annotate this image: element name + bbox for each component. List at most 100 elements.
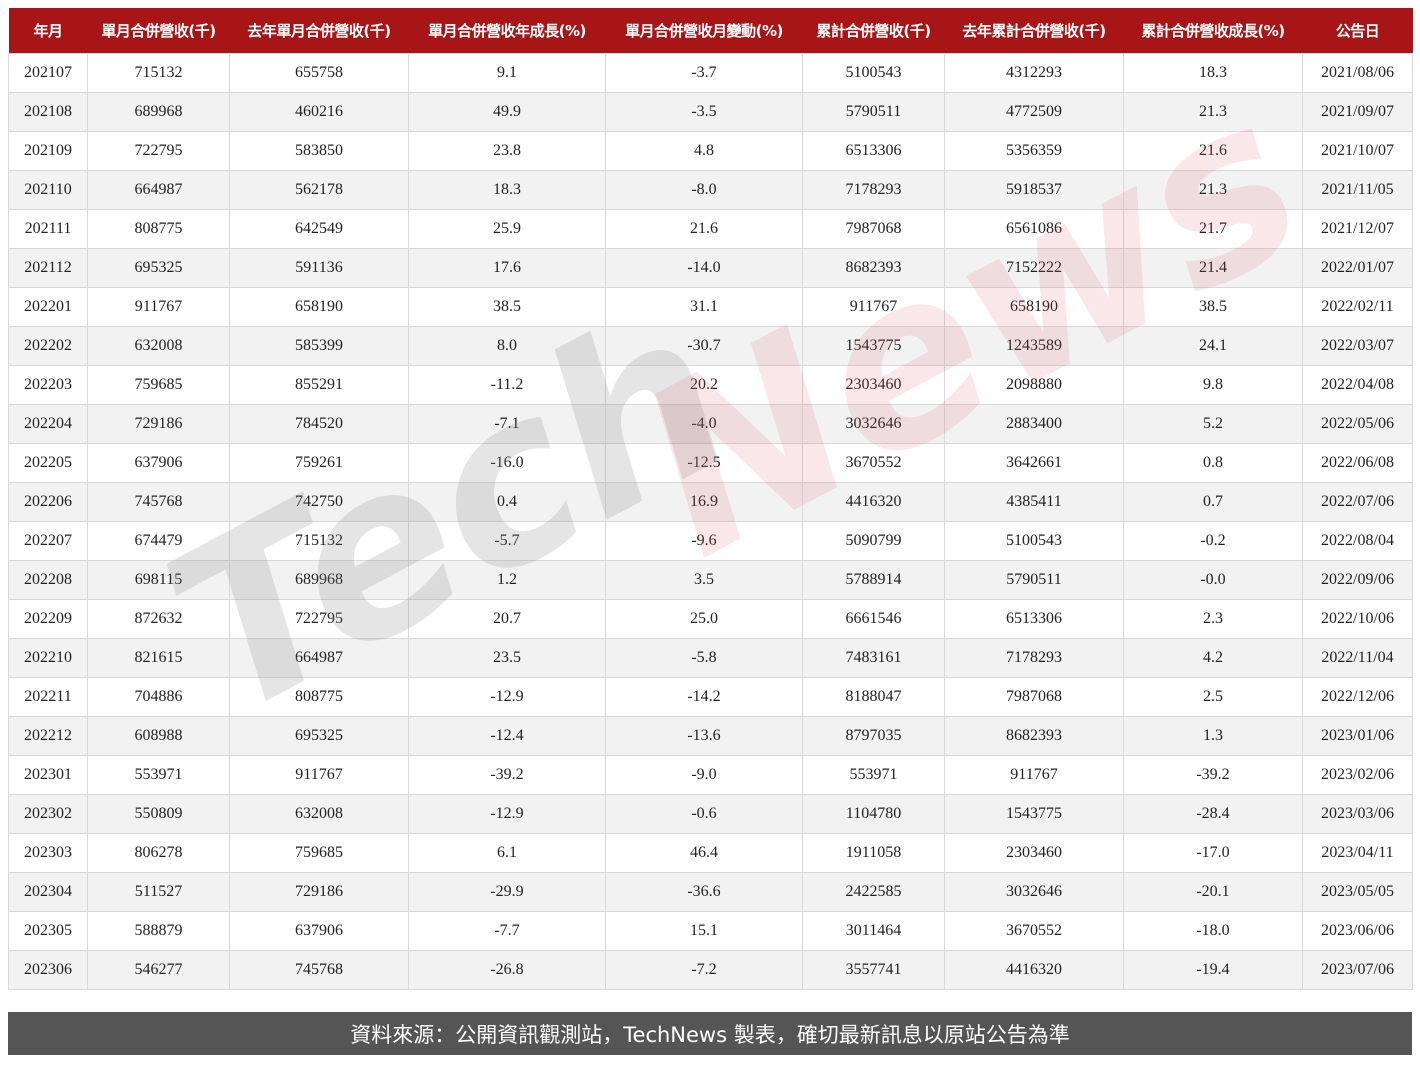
table-cell: 2022/07/06 [1302, 482, 1413, 522]
table-cell: 202111 [8, 209, 88, 249]
table-row: 202202 632008 585399 8.0 -30.7 1543775 1243589… [8, 326, 1413, 366]
table-cell: 722795 [87, 131, 230, 171]
table-cell: 2022/12/06 [1302, 677, 1413, 717]
table-cell: 632008 [229, 794, 409, 834]
table-cell: 21.4 [1123, 248, 1303, 288]
table-cell: 632008 [87, 326, 230, 366]
table-cell: 202108 [8, 92, 88, 132]
table-cell: 2023/01/06 [1302, 716, 1413, 756]
table-cell: 9.1 [408, 53, 606, 93]
table-cell: 15.1 [605, 911, 803, 951]
table-cell: -8.0 [605, 170, 803, 210]
table-cell: 658190 [944, 287, 1124, 327]
table-cell: 695325 [229, 716, 409, 756]
table-cell: 3642661 [944, 443, 1124, 483]
table-cell: 6.1 [408, 833, 606, 873]
table-row: 202303 806278 759685 6.1 46.4 1911058 2303460-… [8, 833, 1413, 873]
table-cell: -0.0 [1123, 560, 1303, 600]
table-cell: 784520 [229, 404, 409, 444]
table-cell: 698115 [87, 560, 230, 600]
table-row: 202211 704886 808775 -12.9 -14.2 8188047 79870… [8, 677, 1413, 717]
table-cell: 742750 [229, 482, 409, 522]
table-cell: 2022/08/04 [1302, 521, 1413, 561]
table-cell: 5788914 [802, 560, 945, 600]
table-cell: 637906 [229, 911, 409, 951]
column-header: 單月合併營收月變動(%) [605, 8, 803, 54]
table-cell: 2022/05/06 [1302, 404, 1413, 444]
table-row: 202112 695325 591136 17.6 -14.0 8682393 715222… [8, 248, 1413, 288]
table-cell: -3.7 [605, 53, 803, 93]
table-cell: 202306 [8, 950, 88, 990]
table-cell: 2022/10/06 [1302, 599, 1413, 639]
table-cell: 202204 [8, 404, 88, 444]
table-row: 202209 872632 722795 20.7 25.0 6661546 6513306… [8, 599, 1413, 639]
table-cell: 2021/12/07 [1302, 209, 1413, 249]
table-cell: 729186 [229, 872, 409, 912]
table-cell: 2021/10/07 [1302, 131, 1413, 171]
table-cell: 202304 [8, 872, 88, 912]
table-cell: -20.1 [1123, 872, 1303, 912]
table-cell: 911767 [944, 755, 1124, 795]
table-cell: -4.0 [605, 404, 803, 444]
table-cell: 6513306 [802, 131, 945, 171]
table-cell: 20.7 [408, 599, 606, 639]
table-cell: 2023/06/06 [1302, 911, 1413, 951]
table-cell: -19.4 [1123, 950, 1303, 990]
table-cell: -9.6 [605, 521, 803, 561]
table-row: 202111 808775 642549 25.9 21.6 7987068 6561086… [8, 209, 1413, 249]
table-cell: 2022/03/07 [1302, 326, 1413, 366]
table-cell: 1.3 [1123, 716, 1303, 756]
table-cell: 2021/11/05 [1302, 170, 1413, 210]
table-cell: 21.3 [1123, 170, 1303, 210]
table-cell: 21.6 [605, 209, 803, 249]
table-cell: 4416320 [802, 482, 945, 522]
table-cell: 808775 [87, 209, 230, 249]
footer-text: 資料來源：公開資訊觀測站，TechNews 製表，確切最新訊息以原站公告為準 [350, 1022, 1070, 1047]
column-header: 年月 [8, 8, 88, 54]
table-row: 202204 729186 784520 -7.1 -4.0 3032646 2883400… [8, 404, 1413, 444]
table-cell: 23.5 [408, 638, 606, 678]
table-cell: 911767 [87, 287, 230, 327]
table-cell: -7.7 [408, 911, 606, 951]
table-cell: 25.9 [408, 209, 606, 249]
table-cell: 202212 [8, 716, 88, 756]
table-cell: 729186 [87, 404, 230, 444]
table-cell: 1543775 [944, 794, 1124, 834]
table-row: 202109 722795 583850 23.8 4.8 6513306 5356359 2… [8, 131, 1413, 171]
table-cell: -26.8 [408, 950, 606, 990]
table-cell: 2022/02/11 [1302, 287, 1413, 327]
table-row: 202108 689968 460216 49.9 -3.5 5790511 4772509… [8, 92, 1413, 132]
table-cell: 20.2 [605, 365, 803, 405]
table-cell: 664987 [87, 170, 230, 210]
table-cell: 5790511 [944, 560, 1124, 600]
table-cell: 759261 [229, 443, 409, 483]
table-cell: 202209 [8, 599, 88, 639]
table-cell: 759685 [87, 365, 230, 405]
table-row: 202306 546277 745768 -26.8 -7.2 3557741 441632… [8, 950, 1413, 990]
table-cell: 655758 [229, 53, 409, 93]
table-cell: -12.4 [408, 716, 606, 756]
table-cell: 2303460 [802, 365, 945, 405]
table-cell: 18.3 [1123, 53, 1303, 93]
table-cell: 2303460 [944, 833, 1124, 873]
table-cell: 6661546 [802, 599, 945, 639]
table-cell: -13.6 [605, 716, 803, 756]
table-cell: 17.6 [408, 248, 606, 288]
table-cell: 911767 [802, 287, 945, 327]
table-cell: 562178 [229, 170, 409, 210]
table-row: 202206 745768 742750 0.4 16.9 4416320 4385411 0… [8, 482, 1413, 522]
table-cell: -0.2 [1123, 521, 1303, 561]
table-row: 202301 553971 911767 -39.2 -9.0 553971 911767-… [8, 755, 1413, 795]
table-cell: 808775 [229, 677, 409, 717]
table-cell: -3.5 [605, 92, 803, 132]
table-row: 202201 911767 658190 38.5 31.1 911767 658190 38… [8, 287, 1413, 327]
table-cell: 608988 [87, 716, 230, 756]
table-cell: 3032646 [802, 404, 945, 444]
table-cell: -12.5 [605, 443, 803, 483]
table-cell: 202112 [8, 248, 88, 288]
table-cell: 21.6 [1123, 131, 1303, 171]
table-row: 202305 588879 637906 -7.7 15.1 3011464 3670552… [8, 911, 1413, 951]
table-cell: 38.5 [408, 287, 606, 327]
table-cell: 0.7 [1123, 482, 1303, 522]
table-cell: 4772509 [944, 92, 1124, 132]
